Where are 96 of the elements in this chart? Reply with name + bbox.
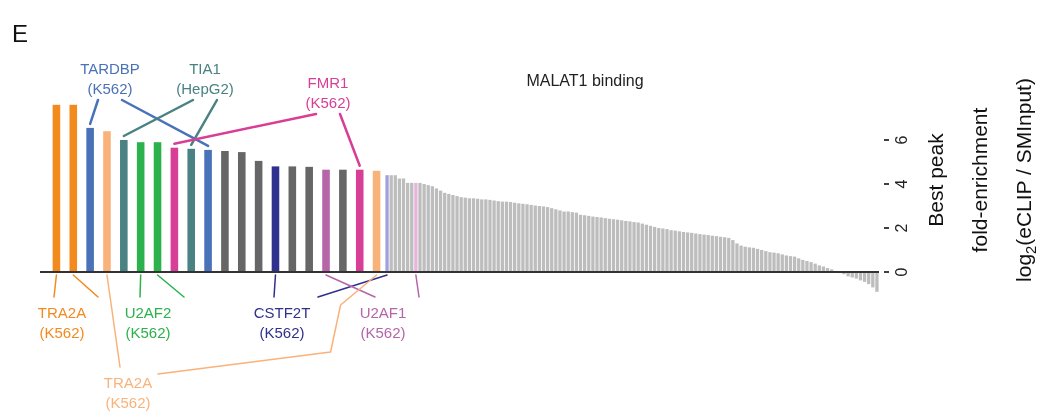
bar [426,185,430,272]
bar [554,209,558,272]
bar [459,197,463,272]
bar [537,206,542,272]
bar [768,252,772,272]
bar [187,148,196,272]
bar [475,198,480,272]
text: TRA2A (K562) [37,304,87,341]
bar [372,170,381,272]
bar [809,262,813,272]
text: TARDBP (K562) [80,60,140,97]
bar [69,104,78,272]
bar [772,252,776,272]
bar [52,104,61,272]
bar [406,182,410,272]
bar [875,272,879,292]
bar [558,210,562,272]
text: U2AF1 (K562) [359,304,407,341]
bar [385,175,389,272]
bar [562,211,566,272]
bar [525,204,529,272]
bar [550,208,554,272]
text: E [12,20,29,47]
bar [204,149,212,272]
bar [492,200,496,272]
bar [529,204,533,272]
bar [254,160,263,272]
bar [397,178,402,272]
bar [484,199,488,272]
bar [731,240,735,272]
bar [237,152,246,272]
text: CSTF2T (K562) [253,304,311,341]
bar [288,166,297,272]
bar [153,142,162,272]
annotation: FMR1 (K562) [305,74,351,111]
y-tick-label: 6 [892,135,910,145]
text: U2AF2 (K562) [124,304,172,341]
bar [355,169,364,272]
bar [632,222,636,272]
y-tick-label: 0 [892,267,910,277]
bar [805,261,809,272]
bar [120,140,128,272]
bar [628,221,632,272]
bar [418,182,422,272]
bar [339,169,347,272]
bar [517,203,521,272]
bar [583,215,587,272]
bar [661,228,665,272]
bar [545,207,550,272]
bar [669,230,673,272]
bar [739,245,743,272]
bar [776,253,780,272]
bar [591,216,595,272]
bar [434,188,439,272]
bar [541,206,546,272]
bar [322,169,330,272]
bar [702,234,706,272]
bar [401,178,406,272]
bar [103,131,111,272]
bar [508,202,513,272]
chart-title: MALAT1 binding [526,72,644,89]
bar [698,234,702,272]
bar [430,186,434,272]
bar [620,220,624,272]
bar [393,175,397,272]
bar [735,243,739,272]
bar [451,195,455,272]
bar [599,217,603,272]
bar [521,203,525,272]
bar [455,196,459,272]
bar [305,166,313,272]
bar [86,127,94,272]
bar [570,212,574,272]
bar [471,198,476,272]
bar [685,232,690,272]
bar [221,151,229,272]
bar [467,198,472,272]
bar [488,199,492,272]
bar [136,142,145,272]
bar [496,201,500,272]
bar [271,166,280,272]
bar [422,184,426,272]
bar [677,231,681,272]
bar [438,190,443,272]
bar [480,199,484,272]
bar [443,192,447,272]
bar [170,147,179,272]
bar [389,175,393,272]
y-tick-label: 4 [892,179,910,189]
text: TRA2A (K562) [103,374,153,411]
bar [414,182,418,272]
bar [611,219,616,272]
bar [447,193,451,272]
bar [410,182,414,272]
y-tick-label: 2 [892,223,910,233]
text: TIA1 (HepG2) [176,60,234,97]
